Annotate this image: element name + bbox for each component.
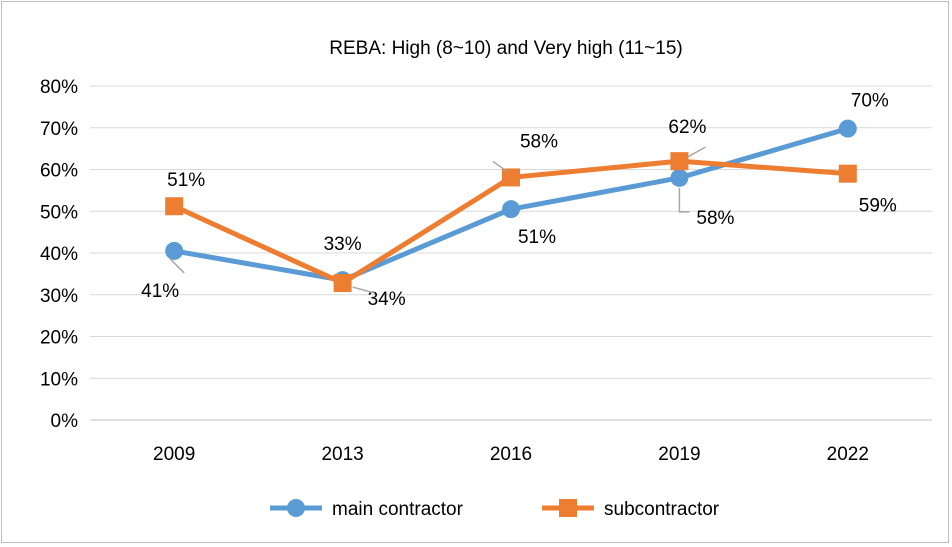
x-tick-label: 2019 (658, 444, 700, 465)
x-tick-label: 2009 (153, 444, 195, 465)
marker-square (502, 168, 520, 187)
y-axis-ticks: 0% 10% 20% 30% 40% 50% 60% 70% 80% (40, 77, 78, 432)
legend-label: main contractor (332, 499, 464, 520)
data-label: 58% (696, 208, 734, 229)
marker-circle (502, 200, 520, 219)
x-tick-label: 2022 (827, 444, 869, 465)
y-tick-label: 10% (40, 369, 78, 390)
marker-circle (838, 119, 857, 138)
chart-title: REBA: High (8~10) and Very high (11~15) (329, 38, 682, 59)
data-label: 51% (167, 170, 205, 191)
x-axis-ticks: 2009 2013 2016 2019 2022 (153, 444, 869, 465)
y-tick-label: 80% (40, 77, 78, 98)
marker-square (165, 197, 184, 216)
legend-label: subcontractor (604, 499, 720, 520)
marker-circle (670, 168, 689, 187)
data-label: 34% (368, 289, 406, 310)
marker-square (670, 152, 689, 171)
label-leader-line (687, 146, 706, 158)
gridlines (90, 85, 932, 421)
data-label: 70% (851, 91, 889, 112)
marker-circle (165, 241, 184, 260)
y-tick-label: 30% (40, 286, 78, 307)
label-leader-line (169, 258, 185, 274)
y-tick-label: 20% (40, 328, 78, 349)
label-leader-line (492, 160, 508, 173)
label-leader-line (678, 187, 690, 213)
x-tick-label: 2016 (490, 444, 532, 465)
legend-marker-circle (287, 499, 305, 517)
x-tick-label: 2013 (321, 444, 363, 465)
marker-square (838, 164, 857, 183)
series-layer (165, 119, 857, 293)
label-leader-line (352, 286, 375, 294)
y-tick-label: 60% (40, 161, 78, 182)
marker-square (333, 274, 352, 293)
data-label: 62% (668, 117, 706, 138)
y-tick-label: 70% (40, 119, 78, 140)
data-label: 33% (324, 234, 362, 255)
data-label: 59% (859, 196, 897, 217)
y-tick-label: 0% (51, 411, 79, 432)
legend: main contractor subcontractor (270, 499, 720, 520)
data-label: 58% (520, 131, 558, 152)
data-labels: 41% 33% 51% 58% 70% 51% 34% 58% 62% 59% (141, 91, 897, 310)
legend-marker-square (559, 499, 577, 517)
data-label: 41% (141, 281, 179, 302)
y-tick-label: 50% (40, 202, 78, 223)
y-tick-label: 40% (40, 244, 78, 265)
data-label: 51% (518, 227, 556, 248)
